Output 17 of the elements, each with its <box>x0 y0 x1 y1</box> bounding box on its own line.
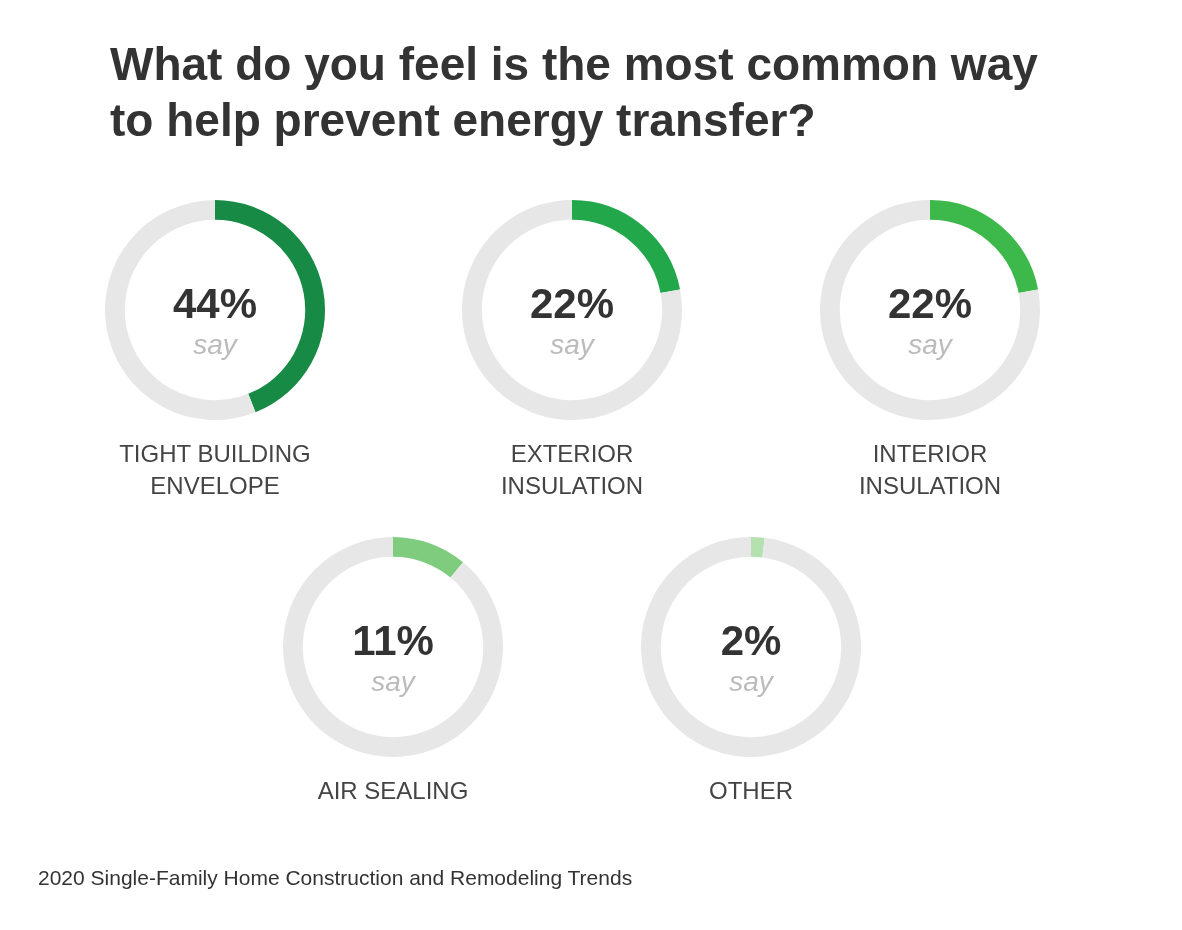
text: say <box>550 328 596 360</box>
text: say <box>193 328 239 360</box>
text: AIR SEALING <box>316 776 470 806</box>
data-label: 22% <box>529 279 615 327</box>
data-label: 22% <box>887 279 973 327</box>
data-label: 11% <box>352 616 434 664</box>
text: EXTERIOR INSULATION <box>499 439 645 501</box>
text: TIGHT BUILDING ENVELOPE <box>118 439 312 501</box>
text: INTERIOR INSULATION <box>857 439 1003 501</box>
data-label: 2% <box>720 616 782 664</box>
text: What do you feel is the most common way to help prevent energy transfer? <box>110 37 1039 148</box>
text: 2020 Single-Family Home Construction and Remodeling Trends <box>38 866 633 890</box>
text: say <box>729 665 775 697</box>
text: OTHER <box>708 776 794 806</box>
text: say <box>371 665 417 697</box>
data-label: 44% <box>172 279 258 327</box>
text: say <box>908 328 954 360</box>
